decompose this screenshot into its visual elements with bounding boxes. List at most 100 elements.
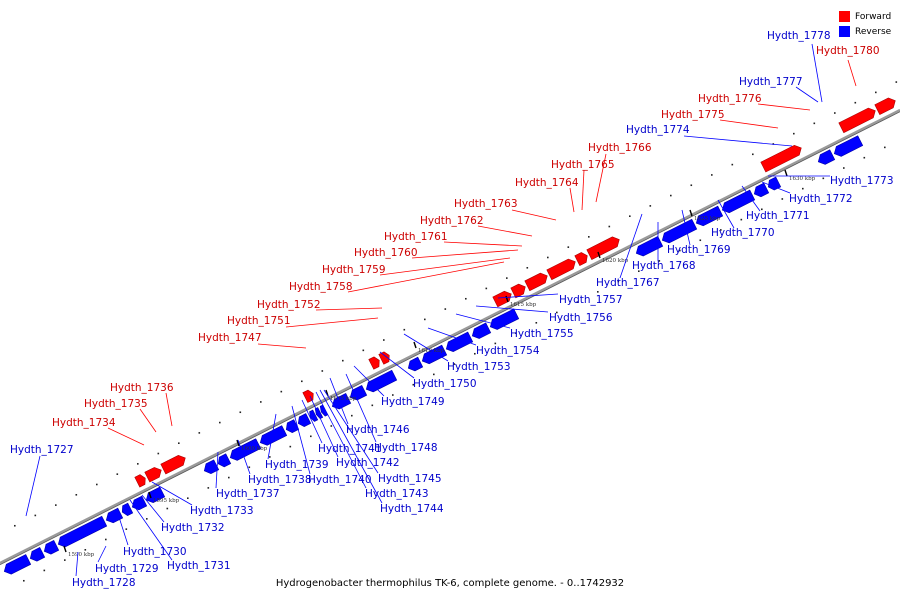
gene-label[interactable]: Hydth_1775 [661, 109, 725, 121]
gene-label[interactable]: Hydth_1732 [161, 522, 225, 534]
gene-label[interactable]: Hydth_1743 [365, 488, 429, 500]
minor-dot-below [638, 270, 640, 273]
minor-dot-above [342, 359, 344, 362]
gene-label[interactable]: Hydth_1729 [95, 563, 159, 575]
gene-label[interactable]: Hydth_1762 [420, 215, 484, 227]
gene-label[interactable]: Hydth_1734 [52, 417, 116, 429]
reverse-gene-block [3, 554, 32, 575]
minor-dot-above [321, 370, 324, 372]
minor-dot-below [371, 404, 374, 407]
gene-label[interactable]: Hydth_1738 [248, 474, 312, 486]
gene-label[interactable]: Hydth_1769 [667, 244, 731, 256]
gene-label[interactable]: Hydth_1747 [198, 332, 262, 344]
legend-forward: Forward [839, 9, 891, 24]
gene-label[interactable]: Hydth_1760 [354, 247, 418, 259]
minor-dot-above [752, 153, 754, 156]
gene-label[interactable]: Hydth_1737 [216, 488, 280, 500]
gene-label[interactable]: Hydth_1770 [711, 227, 775, 239]
gene-label[interactable]: Hydth_1772 [789, 193, 853, 205]
gene-label[interactable]: Hydth_1751 [227, 315, 291, 327]
gene-label[interactable]: Hydth_1767 [596, 277, 660, 289]
gene-label[interactable]: Hydth_1749 [381, 396, 445, 408]
forward-gene-block [546, 258, 576, 281]
gene-label[interactable]: Hydth_1730 [123, 546, 187, 558]
gene-label[interactable]: Hydth_1744 [380, 503, 444, 515]
gene-label[interactable]: Hydth_1755 [510, 328, 574, 340]
minor-dot-below [515, 332, 517, 334]
leader-line [719, 119, 779, 129]
gene-label[interactable]: Hydth_1776 [698, 93, 762, 105]
gene-label[interactable]: Hydth_1761 [384, 231, 448, 243]
legend-reverse-label: Reverse [855, 26, 892, 37]
reverse-gene-block [297, 413, 312, 427]
reverse-gene-block [217, 453, 232, 468]
leader-line [291, 405, 311, 475]
major-tick [689, 209, 693, 217]
gene-label[interactable]: Hydth_1777 [739, 76, 803, 88]
leader-line [309, 395, 339, 458]
minor-dot-above [629, 215, 631, 218]
minor-dot-below [64, 559, 66, 561]
minor-dot-above [178, 442, 180, 445]
reverse-gene-block [421, 344, 448, 365]
gene-label[interactable]: Hydth_1735 [84, 398, 148, 410]
gene-label[interactable]: Hydth_1739 [265, 459, 329, 471]
minor-dot-above [485, 287, 488, 290]
gene-label[interactable]: Hydth_1765 [551, 159, 615, 171]
gene-label[interactable]: Hydth_1757 [559, 294, 623, 306]
gene-label[interactable]: Hydth_1766 [588, 142, 652, 154]
minor-dot-below [166, 507, 169, 510]
gene-label[interactable]: Hydth_1745 [378, 473, 442, 485]
gene-label[interactable]: Hydth_1742 [336, 457, 400, 469]
forward-gene-block [144, 467, 162, 483]
gene-label[interactable]: Hydth_1746 [346, 424, 410, 436]
reverse-gene-block [314, 407, 324, 420]
leader-line [25, 455, 41, 517]
gene-label[interactable]: Hydth_1759 [322, 264, 386, 276]
gene-label[interactable]: Hydth_1727 [10, 444, 74, 456]
gene-label[interactable]: Hydth_1736 [110, 382, 174, 394]
gene-label[interactable]: Hydth_1731 [167, 560, 231, 572]
forward-gene-block [134, 474, 146, 488]
minor-dot-above [670, 194, 672, 197]
leader-line [139, 408, 157, 433]
gene-label[interactable]: Hydth_1780 [816, 45, 880, 57]
gene-label[interactable]: Hydth_1753 [447, 361, 511, 373]
legend-forward-label: Forward [855, 11, 892, 22]
gene-label[interactable]: Hydth_1778 [767, 30, 831, 42]
gene-label[interactable]: Hydth_1756 [549, 312, 613, 324]
gene-label[interactable]: Hydth_1733 [190, 505, 254, 517]
gene-label[interactable]: Hydth_1748 [374, 442, 438, 454]
minor-dot-below [679, 249, 681, 252]
reverse-gene-block [817, 149, 836, 165]
major-tick [784, 169, 788, 177]
gene-label[interactable]: Hydth_1758 [289, 281, 353, 293]
minor-dot-below [884, 146, 886, 149]
minor-dot-below [556, 311, 558, 314]
minor-dot-above [547, 256, 549, 259]
gene-label[interactable]: Hydth_1752 [257, 299, 321, 311]
gene-label[interactable]: Hydth_1740 [308, 474, 372, 486]
minor-dot-above [424, 318, 426, 321]
gene-label[interactable]: Hydth_1754 [476, 345, 540, 357]
leader-line [683, 135, 793, 147]
leader-line [379, 351, 415, 379]
gene-label[interactable]: Hydth_1750 [413, 378, 477, 390]
gene-label[interactable]: Hydth_1768 [632, 260, 696, 272]
minor-dot-below [43, 569, 46, 572]
gene-label[interactable]: Hydth_1741 [318, 443, 382, 455]
minor-dot-below [576, 301, 579, 303]
gene-label[interactable]: Hydth_1774 [626, 124, 690, 136]
minor-dot-above [731, 163, 734, 166]
gene-label[interactable]: Hydth_1763 [454, 198, 518, 210]
forward-gene-block [838, 107, 876, 134]
gene-label[interactable]: Hydth_1773 [830, 175, 894, 187]
gene-label[interactable]: Hydth_1728 [72, 577, 136, 589]
minor-dot-below [146, 518, 148, 520]
gene-label[interactable]: Hydth_1764 [515, 177, 579, 189]
leader-line [681, 209, 691, 246]
reverse-gene-block [349, 384, 368, 401]
gene-label[interactable]: Hydth_1771 [746, 210, 810, 222]
minor-dot-above [239, 411, 242, 414]
reverse-gene-block [407, 356, 424, 372]
